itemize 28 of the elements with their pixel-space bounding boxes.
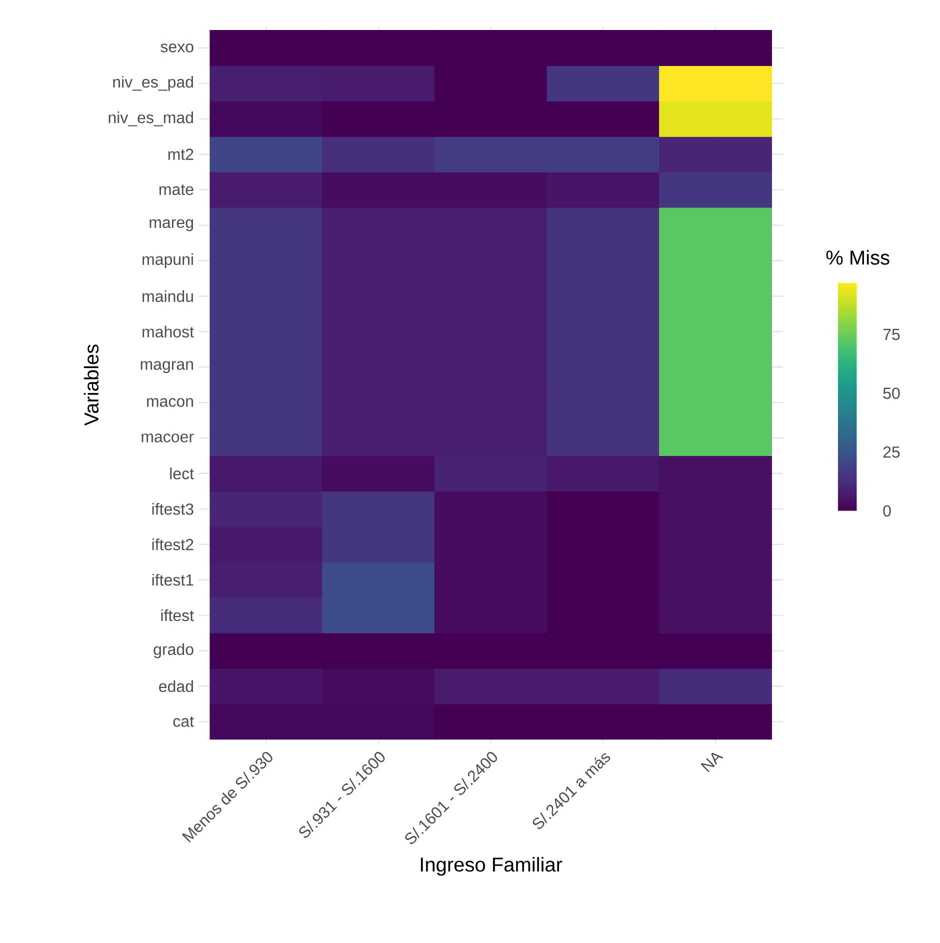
y-tick-label: macoer — [142, 434, 194, 442]
color-bar-label: 50 — [883, 388, 900, 399]
y-tick-label: magran — [140, 361, 193, 374]
y-tick-label: maindu — [142, 290, 193, 302]
color-bar-title: % Miss — [826, 250, 890, 265]
y-tick-label: lect — [170, 468, 194, 480]
color-bar-label: 75 — [883, 328, 900, 340]
y-tick-label: mate — [159, 184, 194, 196]
y-tick-label: macon — [146, 398, 193, 407]
y-tick-label: edad — [158, 680, 193, 692]
y-tick-label: mt2 — [168, 148, 194, 160]
y-tick-label: iftest — [161, 609, 194, 622]
y-tick-label: mahost — [142, 326, 194, 338]
y-tick-label: niv_es_mad — [108, 111, 193, 126]
y-tick-label: mareg — [150, 219, 193, 232]
x-tick-label: NA — [700, 752, 724, 772]
y-tick-label: iftest2 — [152, 538, 194, 550]
y-tick-label: iftest1 — [152, 574, 194, 586]
y-tick-label: niv_es_pad — [113, 76, 193, 91]
x-axis-title: Ingreso Familiar — [420, 856, 562, 876]
y-tick-label: iftest3 — [152, 503, 194, 515]
y-tick-label: grado — [154, 643, 194, 658]
y-tick-label: sexo — [160, 44, 194, 52]
color-bar-label: 0 — [883, 505, 891, 517]
y-axis-title: Variables — [84, 344, 98, 426]
y-tick-label: mapuni — [142, 253, 193, 268]
color-bar-label: 25 — [883, 446, 900, 458]
y-tick-label: cat — [173, 716, 194, 727]
